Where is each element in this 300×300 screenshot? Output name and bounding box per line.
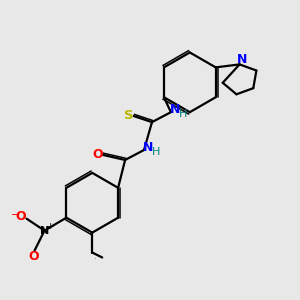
Text: N: N [143, 141, 154, 154]
Text: +: + [46, 222, 54, 231]
Text: CH₃: CH₃ [95, 258, 98, 259]
Text: N: N [237, 53, 247, 66]
Text: S: S [124, 109, 134, 122]
Text: H: H [152, 147, 160, 157]
Text: O: O [92, 148, 103, 161]
Text: N: N [170, 103, 181, 116]
Text: N: N [40, 226, 49, 236]
Text: −: − [11, 210, 20, 220]
Text: H: H [178, 109, 187, 119]
Text: O: O [28, 250, 39, 262]
Text: O: O [16, 210, 26, 223]
